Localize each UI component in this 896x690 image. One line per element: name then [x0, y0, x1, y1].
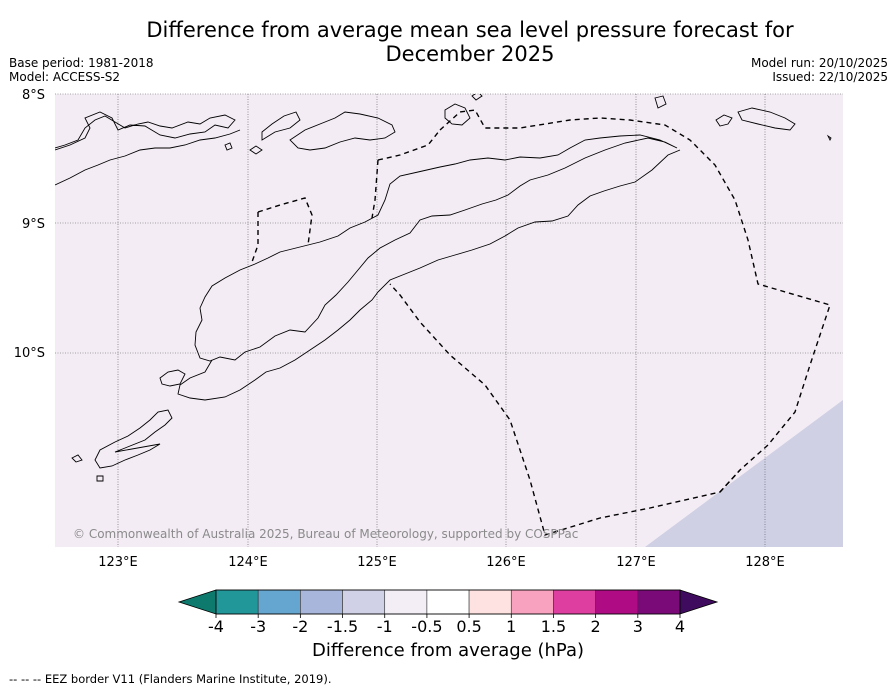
island-alor	[55, 111, 236, 151]
colorbar-segment	[595, 589, 639, 615]
copyright-text: © Commonwealth of Australia 2025, Bureau…	[73, 527, 578, 541]
colorbar-tick-label: -1.5	[327, 617, 358, 636]
island-small-2	[71, 454, 83, 463]
island-wetar-west	[289, 111, 396, 151]
lon-label-125e: 125°E	[357, 555, 397, 570]
lon-label-128e: 128°E	[745, 555, 785, 570]
colorbar-tick-label: 1	[506, 617, 516, 636]
eez-border-north	[377, 129, 441, 161]
colorbar-arrow-low	[177, 589, 217, 615]
eez-border-oecusse-east	[371, 159, 379, 219]
issued-date: Issued: 22/10/2025	[772, 70, 888, 84]
chart-title-line1: Difference from average mean sea level p…	[146, 18, 794, 42]
southwest-coastline	[177, 291, 379, 401]
model-run: Model run: 20/10/2025	[750, 56, 888, 70]
island-pantar	[261, 111, 301, 141]
coastlines	[55, 94, 832, 482]
island-small-3	[96, 475, 104, 482]
footer-note: -- -- -- EEZ border V11 (Flanders Marine…	[9, 672, 332, 686]
island-small-9	[826, 134, 832, 142]
chart-title-line2: December 2025	[385, 42, 555, 66]
colorbar-tick-label: -1	[377, 617, 393, 636]
colorbar-tick-label: 4	[675, 617, 685, 636]
colorbar-title: Difference from average (hPa)	[311, 640, 585, 661]
colorbar-segment	[257, 589, 301, 615]
eez-border-south	[719, 469, 741, 493]
eez-border-oecusse-west	[251, 212, 259, 263]
colorbar-tick-label: -3	[250, 617, 266, 636]
colorbar-arrow-high	[679, 589, 719, 615]
colorbar-segment	[510, 589, 554, 615]
colorbar-tick-label: 2	[591, 617, 601, 636]
colorbar-tick-label: -2	[292, 617, 308, 636]
colorbar-tick-label: 3	[633, 617, 643, 636]
island-small-7	[654, 95, 667, 109]
lon-label-123e: 123°E	[98, 555, 138, 570]
colorbar-tick-label: 1.5	[541, 617, 566, 636]
lat-label-10s: 10°S	[14, 346, 45, 361]
colorbar-border	[215, 589, 681, 615]
island-wetar-east	[737, 107, 796, 131]
base-period: Base period: 1981-2018	[9, 56, 154, 70]
colorbar-tick-label: -4	[208, 617, 224, 636]
eez-borders	[251, 109, 831, 536]
model-name: Model: ACCESS-S2	[9, 70, 121, 84]
island-small-8	[715, 114, 733, 127]
colorbar-segment	[468, 589, 512, 615]
island-flores-east	[55, 129, 241, 186]
shaded-pressure-region	[645, 400, 843, 547]
lat-label-9s: 9°S	[22, 217, 45, 232]
colorbar-segment	[215, 589, 259, 615]
colorbar-tick-label: -0.5	[411, 617, 442, 636]
colorbar-segment	[553, 589, 596, 615]
island-small-4	[224, 142, 233, 151]
lon-label-124e: 124°E	[228, 555, 268, 570]
lon-label-126e: 126°E	[486, 555, 526, 570]
island-small-6	[471, 94, 483, 101]
colorbar-segment	[384, 589, 428, 615]
latitude-labels: 8°S 9°S 10°S	[14, 88, 45, 361]
meta-left: Base period: 1981-2018 Model: ACCESS-S2	[9, 56, 154, 84]
island-small-5	[249, 145, 263, 155]
longitude-labels: 123°E 124°E 125°E 126°E 127°E 128°E	[98, 555, 785, 570]
island-atauro	[444, 103, 471, 126]
meta-right: Model run: 20/10/2025 Issued: 22/10/2025	[751, 56, 888, 84]
lon-label-127e: 127°E	[616, 555, 656, 570]
colorbar-segment	[342, 589, 386, 615]
colorbar: -4 -3 -2 -1.5 -1 -0.5 0.5 1 1.5 2 3 4	[177, 589, 719, 636]
lat-label-8s: 8°S	[22, 88, 45, 103]
south-coastline	[377, 149, 681, 293]
colorbar-segment	[426, 589, 470, 615]
chart-title: Difference from average mean sea level p…	[0, 18, 896, 66]
island-small-1	[159, 369, 186, 387]
colorbar-segment	[637, 589, 681, 615]
eez-border-oecusse	[257, 197, 313, 246]
island-rote	[94, 409, 173, 469]
colorbar-segment	[300, 589, 343, 615]
colorbar-tick-label: 0.5	[456, 617, 481, 636]
timor-coastline	[194, 134, 678, 362]
map-background	[55, 94, 843, 547]
